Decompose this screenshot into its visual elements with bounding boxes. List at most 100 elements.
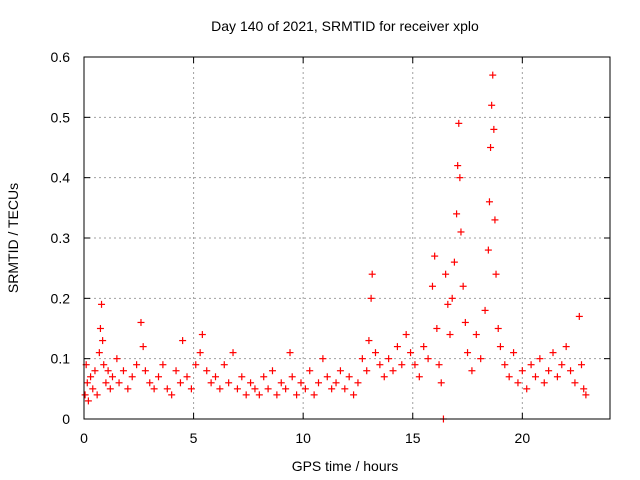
data-point: [385, 355, 393, 363]
data-point: [435, 361, 443, 369]
data-point: [100, 361, 108, 369]
data-point: [580, 385, 588, 393]
data-point: [84, 397, 92, 405]
y-tick-label: 0.3: [51, 230, 71, 246]
data-point: [363, 367, 371, 375]
data-point: [336, 367, 344, 375]
data-point: [558, 361, 566, 369]
data-point: [350, 391, 358, 399]
data-point: [286, 349, 294, 357]
data-point: [315, 379, 323, 387]
data-point: [277, 379, 285, 387]
data-point: [95, 349, 103, 357]
data-point: [472, 331, 480, 339]
data-point: [225, 379, 233, 387]
data-point: [354, 379, 362, 387]
data-point: [398, 361, 406, 369]
data-point: [442, 270, 450, 278]
data-point: [549, 349, 557, 357]
data-point: [255, 391, 263, 399]
data-point: [453, 210, 461, 218]
data-point: [288, 373, 296, 381]
points-layer: [81, 71, 590, 423]
data-point: [87, 373, 95, 381]
data-point: [159, 361, 167, 369]
data-point: [494, 325, 502, 332]
data-point: [310, 391, 318, 399]
data-point: [518, 367, 526, 375]
data-point: [488, 101, 496, 109]
data-point: [437, 379, 445, 387]
data-point: [139, 343, 147, 351]
data-point: [96, 325, 104, 332]
data-point: [251, 385, 259, 393]
data-point: [582, 391, 590, 399]
data-point: [484, 246, 492, 254]
data-point: [531, 373, 539, 381]
data-point: [567, 367, 575, 375]
data-point: [98, 300, 106, 308]
data-point: [306, 367, 314, 375]
data-point: [81, 391, 89, 399]
data-point: [523, 385, 531, 393]
data-point: [104, 367, 112, 375]
data-point: [198, 331, 206, 339]
data-point: [420, 343, 428, 351]
data-point: [431, 252, 439, 260]
data-point: [457, 228, 465, 236]
data-point: [176, 379, 184, 387]
data-point: [187, 385, 195, 393]
data-point: [93, 391, 101, 399]
data-point: [368, 270, 376, 278]
data-point: [319, 355, 327, 363]
data-point: [183, 373, 191, 381]
data-point: [124, 385, 132, 393]
data-point: [510, 349, 518, 357]
data-point: [496, 343, 504, 351]
data-point: [578, 361, 586, 369]
data-point: [481, 306, 489, 314]
x-axis-label: GPS time / hours: [292, 458, 399, 474]
data-point: [293, 391, 301, 399]
data-point: [367, 294, 375, 302]
data-point: [536, 355, 544, 363]
data-point: [575, 312, 583, 320]
data-point: [282, 385, 290, 393]
data-point: [456, 174, 464, 182]
data-point: [155, 373, 163, 381]
data-point: [141, 367, 149, 375]
data-point: [323, 373, 331, 381]
y-tick-label: 0.6: [51, 49, 71, 65]
ticks-layer: 0 5 10 15 20 0 0.1 0.2 0.3 0.4 0.5 0.6: [51, 49, 610, 446]
data-point: [389, 367, 397, 375]
y-tick-label: 0.2: [51, 290, 71, 306]
data-point: [163, 385, 171, 393]
data-point: [146, 379, 154, 387]
data-point: [301, 385, 309, 393]
x-tick-label: 20: [515, 430, 531, 446]
data-point: [106, 385, 114, 393]
data-point: [341, 385, 349, 393]
data-point: [393, 343, 401, 351]
data-point: [424, 355, 432, 363]
data-point: [562, 343, 570, 351]
data-point: [238, 373, 246, 381]
data-point: [108, 373, 116, 381]
data-point: [527, 361, 535, 369]
y-tick-label: 0.5: [51, 109, 71, 125]
y-tick-label: 0.1: [51, 351, 71, 367]
data-point: [454, 162, 462, 170]
data-point: [89, 385, 97, 393]
data-point: [203, 367, 211, 375]
data-point: [505, 373, 513, 381]
data-point: [119, 367, 127, 375]
data-point: [328, 385, 336, 393]
data-point: [407, 349, 415, 357]
data-point: [446, 331, 454, 339]
data-point: [464, 349, 472, 357]
data-point: [229, 349, 237, 357]
data-point: [273, 391, 281, 399]
data-point: [216, 385, 224, 393]
